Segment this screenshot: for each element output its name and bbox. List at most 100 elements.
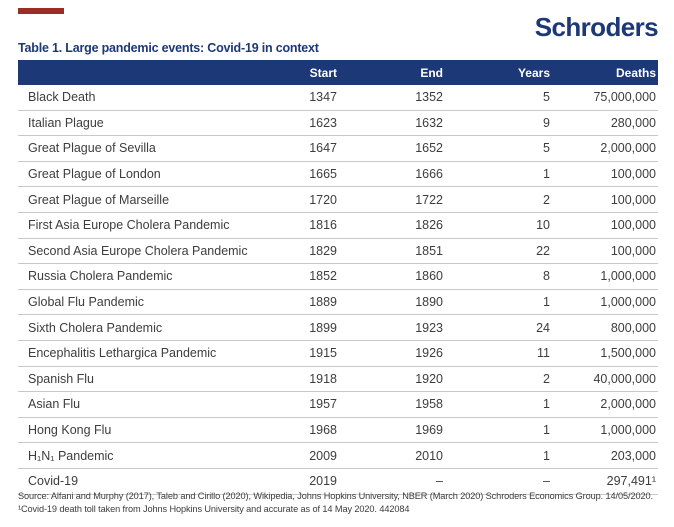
cell-end: 1666 (343, 161, 449, 188)
cell-end: – (343, 468, 449, 495)
cell-event: Great Plague of London (18, 161, 273, 188)
cell-deaths: 100,000 (556, 161, 658, 188)
header-deaths: Deaths (556, 60, 658, 85)
cell-end: 1920 (343, 366, 449, 393)
cell-years: 24 (449, 314, 556, 341)
pandemics-table: Start End Years Deaths Black Death 1347 13… (18, 60, 658, 495)
cell-years: – (449, 468, 556, 495)
cell-end: 1926 (343, 340, 449, 367)
cell-start: 1816 (273, 212, 343, 239)
cell-start: 2019 (273, 468, 343, 495)
cell-event: H₁N₁ Pandemic (18, 442, 273, 469)
cell-deaths: 297,491¹ (556, 468, 658, 495)
table-row: First Asia Europe Cholera Pandemic 1816 18… (18, 212, 658, 239)
cell-deaths: 280,000 (556, 110, 658, 137)
cell-end: 1352 (343, 85, 449, 111)
cell-event: Sixth Cholera Pandemic (18, 314, 273, 341)
cell-end: 1890 (343, 289, 449, 316)
cell-event: Great Plague of Marseille (18, 186, 273, 213)
cell-deaths: 2,000,000 (556, 391, 658, 418)
cell-years: 9 (449, 110, 556, 137)
cell-start: 1915 (273, 340, 343, 367)
cell-years: 10 (449, 212, 556, 239)
cell-event: Encephalitis Lethargica Pandemic (18, 340, 273, 367)
cell-deaths: 100,000 (556, 212, 658, 239)
source-note: Source: Alfani and Murphy (2017), Taleb … (18, 491, 653, 501)
cell-years: 1 (449, 289, 556, 316)
table-row: Sixth Cholera Pandemic 1899 1923 24 800,000 (18, 314, 658, 341)
table-row: Global Flu Pandemic 1889 1890 1 1,000,000 (18, 289, 658, 316)
header-years: Years (449, 60, 556, 85)
cell-end: 1722 (343, 186, 449, 213)
cell-event: Second Asia Europe Cholera Pandemic (18, 238, 273, 265)
cell-deaths: 100,000 (556, 186, 658, 213)
cell-start: 1957 (273, 391, 343, 418)
table-row: H₁N₁ Pandemic 2009 2010 1 203,000 (18, 442, 658, 469)
table-title: Table 1. Large pandemic events: Covid-19… (18, 41, 319, 55)
cell-deaths: 1,000,000 (556, 417, 658, 444)
cell-years: 1 (449, 417, 556, 444)
cell-start: 1918 (273, 366, 343, 393)
header-start: Start (273, 60, 343, 85)
cell-start: 1347 (273, 85, 343, 111)
cell-years: 5 (449, 135, 556, 162)
table-body: Black Death 1347 1352 5 75,000,000 Italian Pl… (18, 85, 658, 495)
cell-event: Great Plague of Sevilla (18, 135, 273, 162)
cell-deaths: 1,000,000 (556, 263, 658, 290)
schroders-logo: Schroders (534, 12, 659, 42)
footnotes: Source: Alfani and Murphy (2017), Taleb … (18, 490, 674, 515)
brand-accent-bar (18, 8, 64, 14)
cell-deaths: 40,000,000 (556, 366, 658, 393)
cell-years: 2 (449, 186, 556, 213)
cell-years: 22 (449, 238, 556, 265)
table-row: Russia Cholera Pandemic 1852 1860 8 1,000,00… (18, 263, 658, 290)
cell-event: Asian Flu (18, 391, 273, 418)
cell-event: Spanish Flu (18, 366, 273, 393)
cell-end: 1923 (343, 314, 449, 341)
header-end: End (343, 60, 449, 85)
cell-years: 1 (449, 391, 556, 418)
cell-start: 1968 (273, 417, 343, 444)
cell-event: Hong Kong Flu (18, 417, 273, 444)
cell-end: 1860 (343, 263, 449, 290)
table-row: Italian Plague 1623 1632 9 280,000 (18, 110, 658, 137)
table-row: Asian Flu 1957 1958 1 2,000,000 (18, 391, 658, 418)
cell-deaths: 1,000,000 (556, 289, 658, 316)
cell-end: 1632 (343, 110, 449, 137)
footnote-1: ¹Covid-19 death toll taken from Johns Ho… (18, 503, 410, 514)
cell-start: 1829 (273, 238, 343, 265)
cell-start: 1647 (273, 135, 343, 162)
cell-start: 1665 (273, 161, 343, 188)
table-row: Great Plague of Marseille 1720 1722 2 100,00… (18, 186, 658, 213)
cell-years: 2 (449, 366, 556, 393)
table-row: Second Asia Europe Cholera Pandemic 1829 1… (18, 238, 658, 265)
cell-start: 1899 (273, 314, 343, 341)
table-row: Black Death 1347 1352 5 75,000,000 (18, 85, 658, 111)
cell-event: Russia Cholera Pandemic (18, 263, 273, 290)
cell-event: First Asia Europe Cholera Pandemic (18, 212, 273, 239)
table-row: Spanish Flu 1918 1920 2 40,000,000 (18, 366, 658, 393)
cell-deaths: 2,000,000 (556, 135, 658, 162)
table-row: Great Plague of Sevilla 1647 1652 5 2,000,00… (18, 135, 658, 162)
cell-start: 1889 (273, 289, 343, 316)
cell-start: 2009 (273, 442, 343, 469)
cell-years: 5 (449, 85, 556, 111)
cell-end: 2010 (343, 442, 449, 469)
header-event (18, 60, 273, 85)
cell-event: Global Flu Pandemic (18, 289, 273, 316)
cell-end: 1958 (343, 391, 449, 418)
cell-years: 1 (449, 442, 556, 469)
cell-start: 1852 (273, 263, 343, 290)
cell-event: Covid-19 (18, 468, 273, 495)
table-row: Covid-19 2019– –297,491¹ (18, 468, 658, 495)
table-row: Hong Kong Flu 1968 1969 1 1,000,000 (18, 417, 658, 444)
cell-deaths: 203,000 (556, 442, 658, 469)
table-header-row: Start End Years Deaths (18, 60, 658, 85)
cell-deaths: 1,500,000 (556, 340, 658, 367)
cell-end: 1826 (343, 212, 449, 239)
cell-end: 1652 (343, 135, 449, 162)
cell-years: 1 (449, 161, 556, 188)
cell-event: Italian Plague (18, 110, 273, 137)
cell-years: 11 (449, 340, 556, 367)
